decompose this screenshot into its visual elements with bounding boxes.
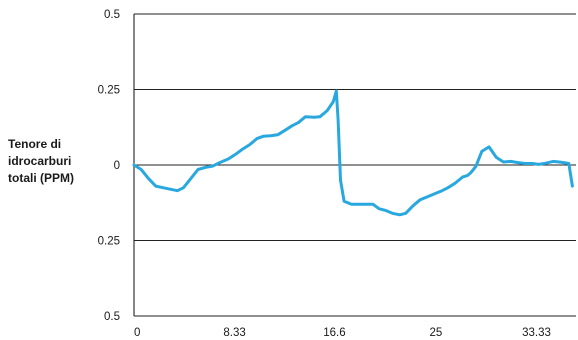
y-axis-label-line-3: totali (PPM)	[8, 171, 74, 185]
y-axis-label-line-2: idrocarburi	[8, 154, 72, 168]
grid-lines	[134, 13, 576, 317]
y-tick-label-4: 0.5	[104, 311, 120, 323]
x-tick-labels: 0 8.33 16.6 25 33.33	[134, 327, 551, 339]
y-tick-labels: 0.5 0.25 0 0.25 0.5	[98, 9, 120, 323]
x-tick-label-1: 8.33	[223, 327, 245, 339]
y-axis-label-line-1: Tenore di	[8, 137, 62, 151]
y-axis-label: Tenore di idrocarburi totali (PPM)	[8, 136, 108, 187]
series-group	[132, 89, 574, 217]
x-tick-label-4: 33.33	[522, 327, 551, 339]
x-tick-label-2: 16.6	[323, 327, 345, 339]
y-tick-label-1: 0.25	[98, 85, 120, 97]
y-tick-label-3: 0.25	[98, 236, 120, 248]
x-tick-label-0: 0	[134, 327, 140, 339]
y-tick-label-2: 0	[114, 160, 120, 172]
series-line-0	[132, 89, 574, 217]
y-tick-label-0: 0.5	[104, 9, 120, 21]
x-tick-label-3: 25	[430, 327, 443, 339]
